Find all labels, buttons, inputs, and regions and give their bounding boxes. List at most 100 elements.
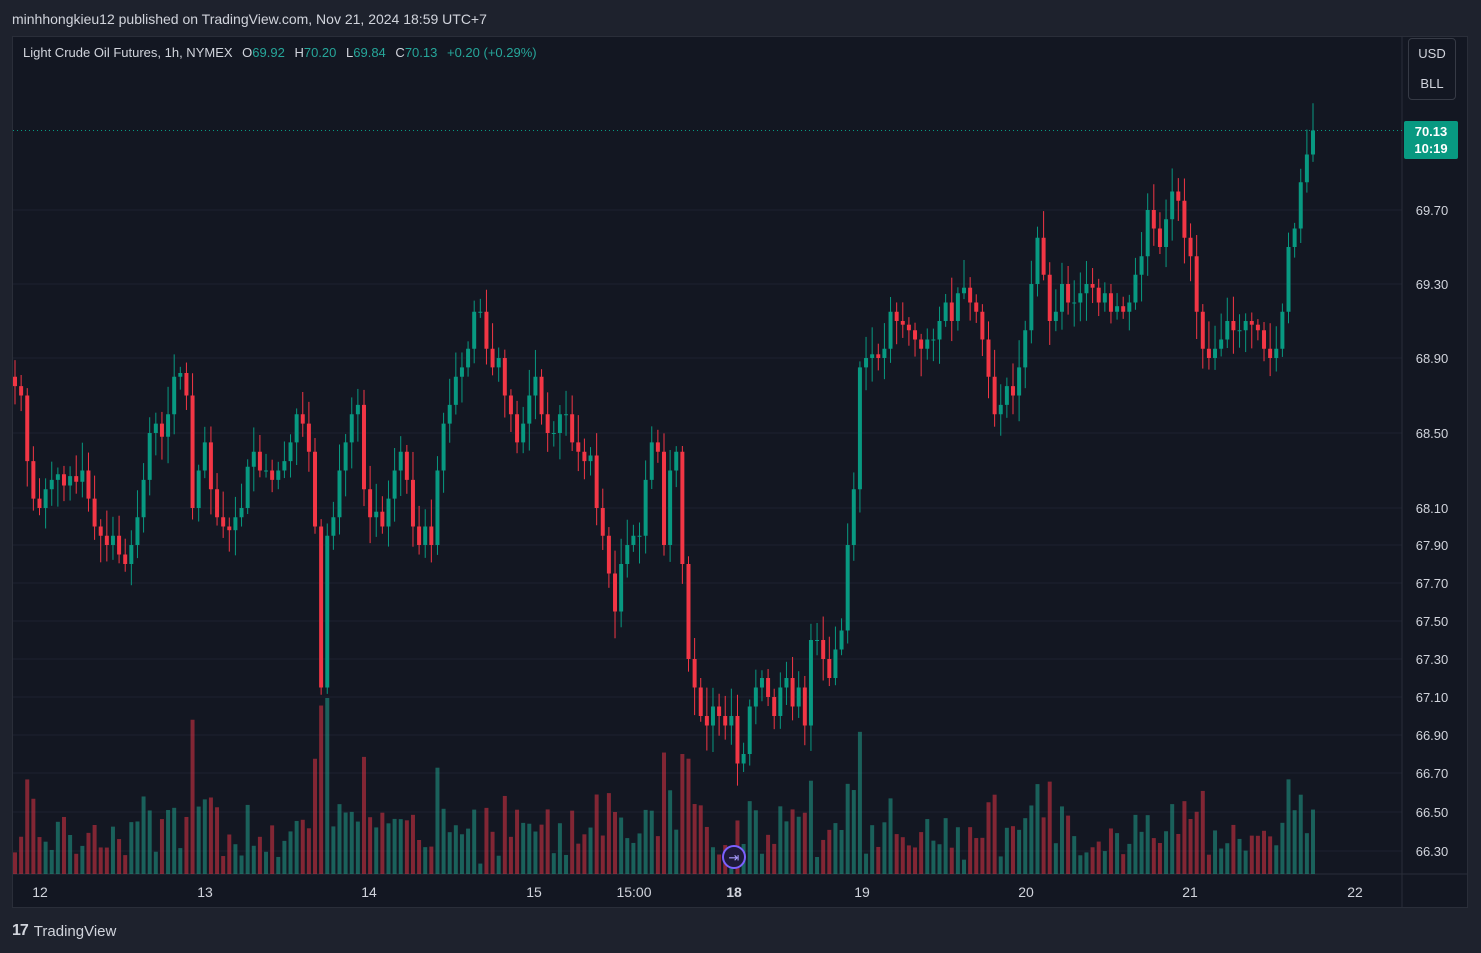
chart-pane[interactable] (12, 36, 1468, 908)
candle-body (264, 470, 269, 472)
volume-bar (1059, 806, 1064, 874)
volume-bar (1121, 854, 1126, 874)
candle-body (276, 470, 281, 480)
candle-body (808, 640, 813, 726)
volume-bar (251, 845, 256, 874)
unit-label[interactable]: BLL (1420, 76, 1444, 91)
volume-bar (1243, 850, 1248, 874)
volume-bar (631, 842, 636, 874)
volume-bar (453, 825, 458, 874)
candle-body (962, 287, 966, 294)
volume-bar (521, 822, 526, 874)
candle-body (851, 489, 856, 545)
volume-bar (680, 754, 685, 874)
candle-body (631, 535, 636, 545)
candle-body (1096, 287, 1101, 303)
candle-body (643, 479, 648, 536)
volume-bar (931, 840, 936, 874)
currency-label[interactable]: USD (1418, 46, 1446, 61)
volume-bar (300, 819, 305, 874)
volume-bar (778, 806, 783, 874)
volume-bar (178, 848, 183, 874)
volume-bar (355, 821, 360, 874)
volume-bar (1237, 838, 1242, 874)
volume-bar (215, 807, 220, 874)
volume-bar (172, 807, 177, 874)
volume-bar (410, 814, 415, 874)
y-tick-label: 68.10 (1416, 501, 1449, 516)
volume-bar (472, 809, 477, 874)
candle-body (410, 479, 415, 527)
candle-body (747, 706, 752, 754)
candle-body (1286, 247, 1291, 312)
volume-bar (974, 838, 979, 874)
candle-body (221, 517, 226, 527)
volume-bar (851, 790, 856, 874)
volume-bar (1170, 804, 1175, 874)
volume-bar (92, 824, 97, 874)
volume-bar (1115, 833, 1120, 874)
candle-body (31, 461, 36, 499)
candle-body (1151, 210, 1156, 229)
candle-body (502, 358, 507, 396)
volume-bar (619, 817, 624, 874)
volume-bar (1188, 818, 1193, 874)
volume-bar (1225, 843, 1230, 874)
candle-body (1059, 284, 1064, 312)
volume-bar (1231, 824, 1236, 874)
y-tick-label: 67.90 (1416, 538, 1449, 553)
candle-body (704, 716, 709, 726)
candle-body (625, 545, 630, 564)
volume-bar (417, 839, 422, 874)
volume-bar (319, 705, 324, 874)
candle-body (98, 526, 103, 536)
volume-bar (190, 719, 195, 874)
open-value: 69.92 (252, 45, 285, 60)
candle-body (588, 455, 593, 462)
candle-body (1029, 284, 1034, 331)
candle-body (778, 687, 783, 716)
candle-body (1133, 274, 1138, 303)
candle-body (313, 451, 317, 527)
volume-bar (264, 851, 269, 874)
volume-bar (753, 810, 758, 874)
candle-body (943, 302, 948, 321)
symbol-title: Light Crude Oil Futures, 1h, NYMEX (23, 45, 233, 60)
candle-body (251, 451, 256, 467)
volume-bar (655, 836, 660, 874)
volume-bar (508, 836, 513, 874)
volume-bar (1298, 794, 1303, 874)
volume-bar (943, 818, 948, 874)
volume-bar (772, 843, 777, 874)
candle-body (564, 414, 569, 416)
candle-body (894, 311, 899, 321)
volume-bar (821, 839, 826, 874)
footer[interactable]: 17 TradingView (12, 922, 116, 940)
volume-bar (478, 863, 483, 874)
candle-body (1292, 228, 1297, 247)
footer-brand[interactable]: TradingView (33, 922, 117, 940)
candle-body (1004, 386, 1009, 405)
volume-bar (1262, 830, 1267, 874)
volume-bar (784, 821, 789, 874)
candle-body (735, 716, 740, 764)
volume-bar (662, 752, 666, 874)
volume-bar (362, 756, 366, 874)
unit-selector[interactable]: USD BLL (1408, 38, 1456, 100)
candle-body (478, 311, 483, 313)
candle-body (300, 414, 305, 424)
volume-bar (423, 847, 428, 874)
candle-body (1072, 302, 1077, 304)
volume-bar (1255, 835, 1260, 874)
candle-body (1311, 130, 1315, 155)
volume-bar (839, 829, 844, 874)
candle-body (117, 535, 122, 555)
volume-bar (613, 812, 618, 874)
candle-body (1194, 256, 1199, 312)
tradingview-logo-icon[interactable]: 17 (12, 922, 29, 939)
volume-bar (313, 758, 317, 874)
candle-body (239, 508, 244, 518)
volume-bar (184, 816, 189, 874)
candle-body (1145, 210, 1150, 257)
